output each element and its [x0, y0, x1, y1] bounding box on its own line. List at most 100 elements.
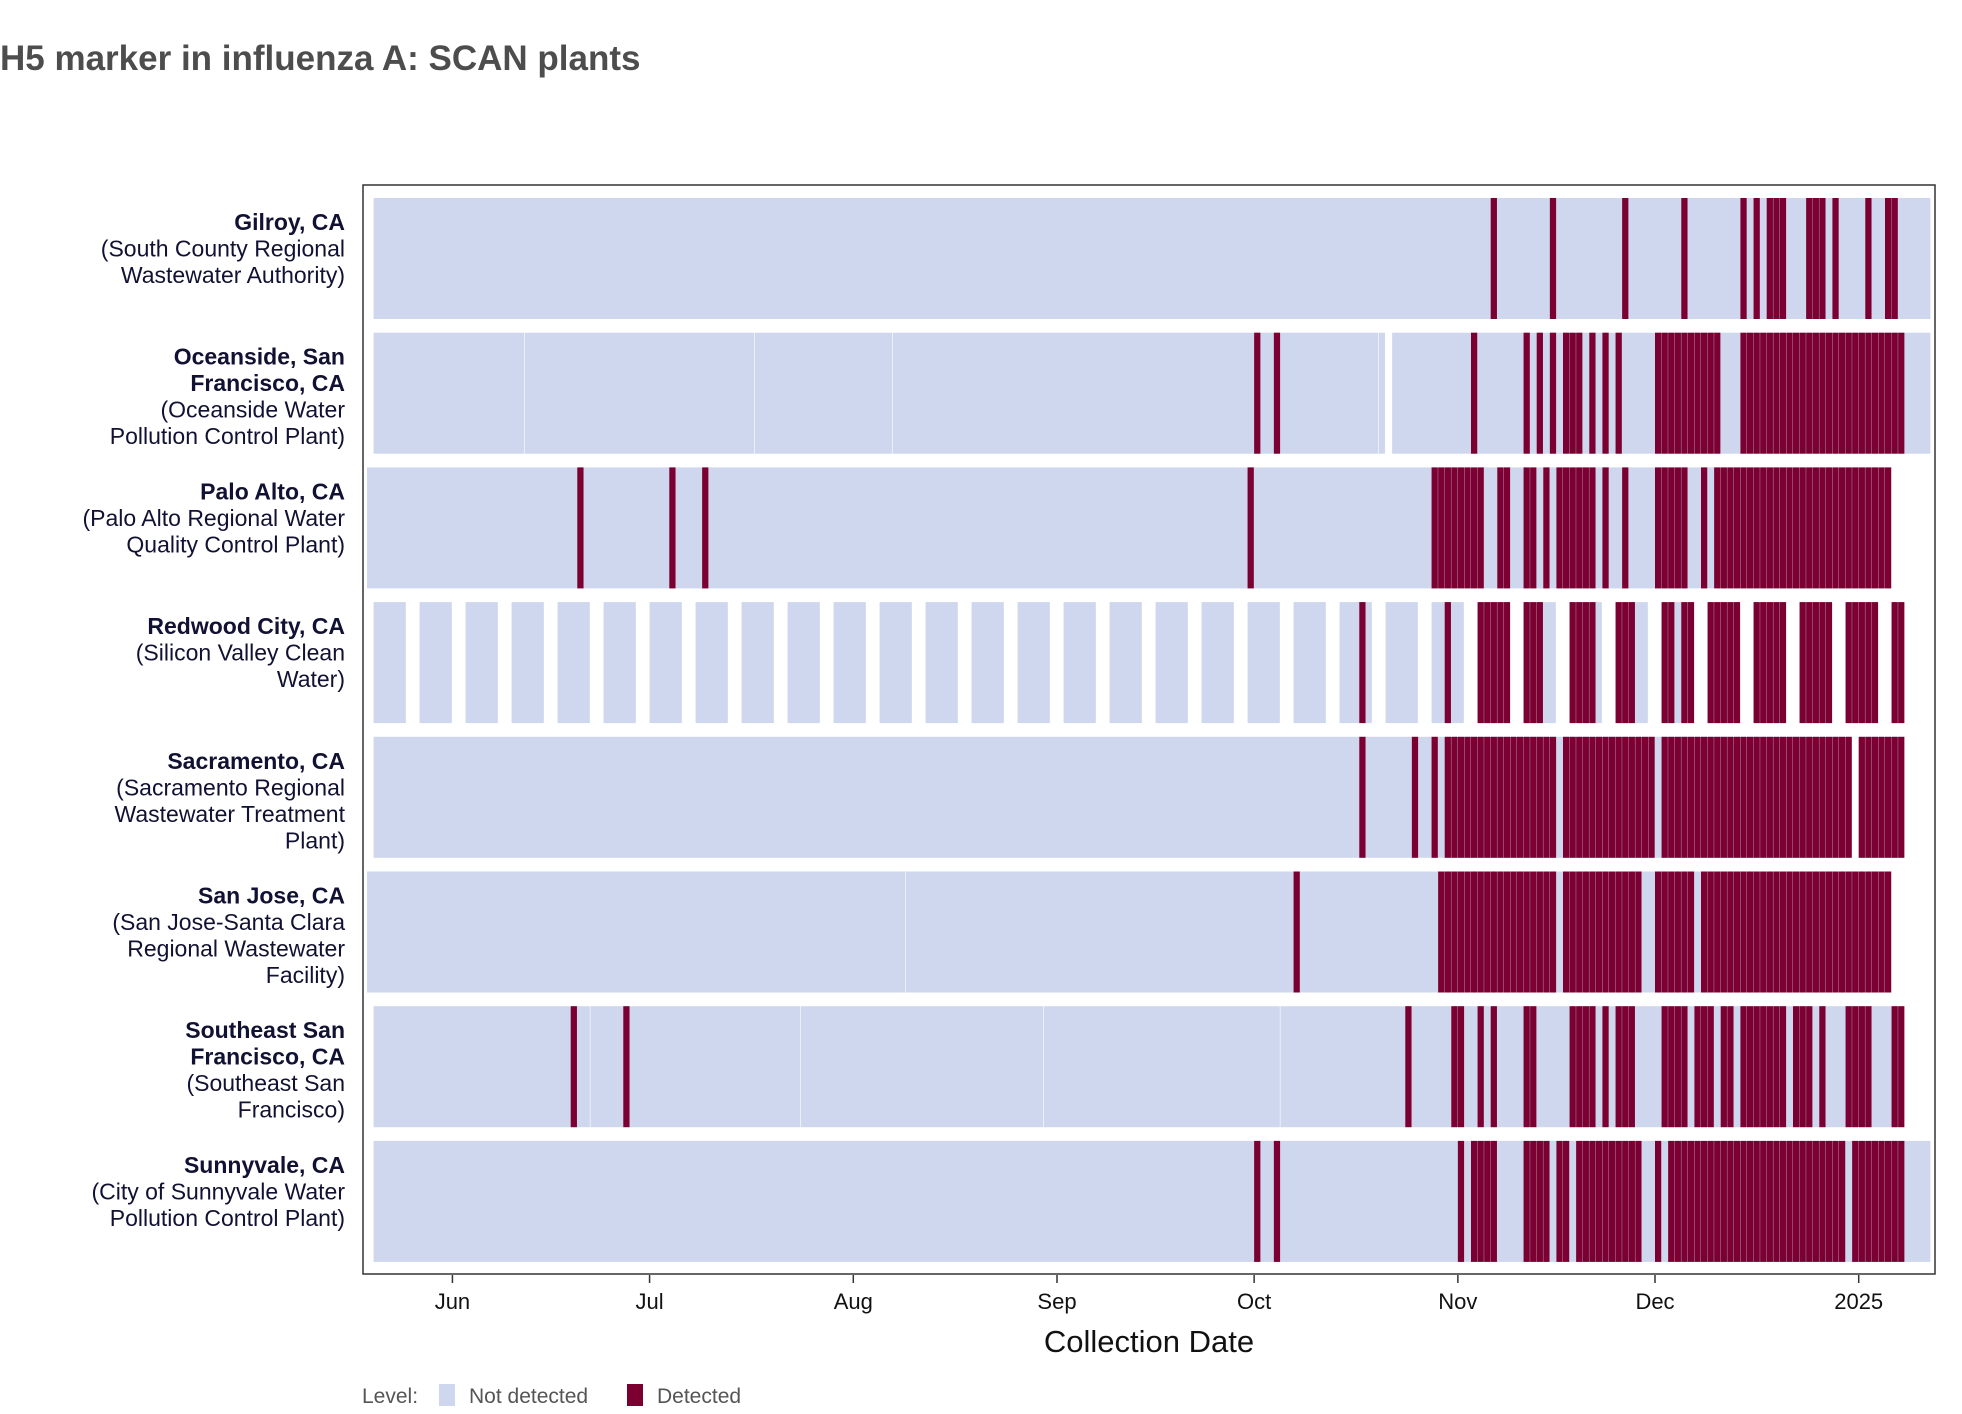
- cell-detected: [1845, 602, 1852, 724]
- cell-not-detected: [373, 198, 1931, 319]
- cell-detected: [1582, 736, 1589, 858]
- cell-detected: [1753, 602, 1760, 724]
- cell-detected: [1530, 467, 1537, 589]
- x-tick-label: Jul: [636, 1289, 664, 1314]
- cell-detected: [1701, 467, 1708, 589]
- cell-detected: [1490, 198, 1497, 319]
- cell-not-detected: [367, 467, 1891, 589]
- cell-detected: [1885, 198, 1892, 319]
- x-tick-label: 2025: [1834, 1289, 1883, 1314]
- cell-detected: [1655, 871, 1662, 993]
- cell-detected: [1819, 736, 1826, 858]
- cell-detected: [1858, 1006, 1865, 1128]
- cell-detected: [1898, 602, 1905, 724]
- cell-detected: [1655, 332, 1662, 454]
- cell-detected: [1753, 871, 1760, 993]
- cell-detected: [1503, 736, 1511, 858]
- cell-detected: [1576, 871, 1583, 993]
- cell-detected: [1839, 871, 1846, 993]
- cell-detected: [1733, 1140, 1741, 1262]
- cell-detected: [1444, 467, 1451, 589]
- cell-detected: [1878, 1140, 1885, 1262]
- cell-detected: [1819, 332, 1826, 454]
- cell-detected: [1582, 1006, 1589, 1128]
- cell-detected: [1793, 736, 1800, 858]
- cell-detected: [1825, 467, 1833, 589]
- cell-detected: [1549, 736, 1557, 858]
- cell-detected: [1779, 1006, 1787, 1128]
- row-label-facility: Francisco): [238, 1097, 345, 1123]
- cell-detected: [1740, 198, 1747, 319]
- cell-detected: [1852, 1140, 1859, 1262]
- cell-detected: [1819, 198, 1826, 319]
- cell-detected: [1819, 871, 1826, 993]
- cell-detected: [1733, 602, 1741, 724]
- cell-detected: [1773, 602, 1780, 724]
- cell-detected: [1779, 332, 1787, 454]
- cell-detected: [1845, 1006, 1852, 1128]
- cell-detected: [1615, 871, 1622, 993]
- cell-detected: [1451, 871, 1458, 993]
- cell-detected: [1839, 332, 1846, 454]
- cell-detected: [1490, 602, 1497, 724]
- cell-detected: [1576, 602, 1583, 724]
- cell-detected: [1510, 736, 1517, 858]
- row-label-facility: Facility): [266, 962, 345, 988]
- cell-detected: [1589, 1006, 1596, 1128]
- cell-detected: [1891, 1140, 1898, 1262]
- cell-detected: [1878, 467, 1885, 589]
- row-label-site: Sacramento, CA: [167, 748, 345, 774]
- heatmap-row: [373, 198, 1931, 319]
- cell-detected: [1490, 1140, 1497, 1262]
- cell-detected: [1727, 1140, 1734, 1262]
- cell-detected: [1464, 736, 1471, 858]
- cell-detected: [1799, 1006, 1806, 1128]
- cell-detected: [1556, 1140, 1563, 1262]
- cell-detected: [1582, 871, 1589, 993]
- cell-detected: [1444, 602, 1451, 724]
- cell-detected: [1517, 736, 1524, 858]
- cell-detected: [1543, 1140, 1550, 1262]
- cell-detected: [1457, 871, 1465, 993]
- cell-not-detected: [892, 332, 1379, 454]
- cell-detected: [1536, 871, 1543, 993]
- heatmap-row: [373, 332, 1931, 454]
- cell-detected: [1865, 871, 1872, 993]
- cell-detected: [1701, 871, 1708, 993]
- cell-detected: [1766, 332, 1773, 454]
- cell-detected: [1832, 1140, 1839, 1262]
- cell-detected: [1885, 467, 1892, 589]
- cell-not-detected: [787, 602, 820, 724]
- cell-detected: [1878, 736, 1885, 858]
- cell-detected: [1674, 1006, 1681, 1128]
- cell-detected: [1582, 602, 1589, 724]
- cell-detected: [1444, 871, 1451, 993]
- cell-detected: [1628, 736, 1635, 858]
- cell-detected: [1832, 467, 1839, 589]
- cell-detected: [1779, 736, 1787, 858]
- cell-detected: [1254, 332, 1261, 454]
- cell-detected: [1674, 332, 1681, 454]
- row-labels: Gilroy, CA(South County RegionalWastewat…: [82, 209, 345, 1231]
- row-label-facility: (Sacramento Regional: [116, 774, 345, 800]
- cell-detected: [1740, 467, 1747, 589]
- cell-not-detected: [695, 602, 728, 724]
- cell-detected: [1359, 736, 1366, 858]
- cell-detected: [1747, 1140, 1754, 1262]
- cell-detected: [1812, 736, 1819, 858]
- cell-detected: [1871, 736, 1879, 858]
- cell-detected: [1549, 198, 1557, 319]
- cell-detected: [1799, 871, 1806, 993]
- cell-detected: [1812, 332, 1819, 454]
- cell-detected: [1609, 871, 1616, 993]
- cell-detected: [1773, 1006, 1780, 1128]
- cell-detected: [1523, 467, 1530, 589]
- cell-detected: [1806, 736, 1813, 858]
- cell-detected: [1694, 1006, 1701, 1128]
- cell-not-detected: [373, 602, 406, 724]
- plot-frame: [362, 184, 1936, 1275]
- chart-title: H5 marker in influenza A: SCAN plants: [0, 39, 641, 78]
- cell-detected: [1786, 736, 1793, 858]
- cell-detected: [1503, 871, 1511, 993]
- cell-detected: [1457, 1140, 1465, 1262]
